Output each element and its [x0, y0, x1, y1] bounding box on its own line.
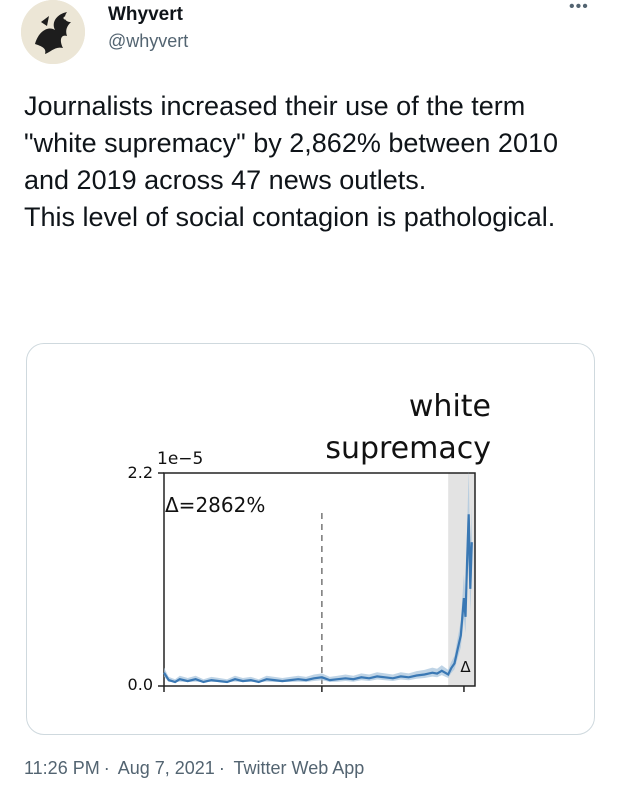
y-scale-label: 1e−5 [157, 449, 203, 469]
tweet-media-image[interactable]: white supremacy 1e−5 2.2 0.0 Δ=2862% Δ [26, 343, 595, 735]
line-chart: white supremacy 1e−5 2.2 0.0 Δ=2862% Δ [128, 389, 491, 694]
author-handle[interactable]: @whyvert [108, 31, 189, 51]
author-avatar[interactable] [21, 0, 85, 64]
tweet-date[interactable]: Aug 7, 2021 [117, 758, 215, 778]
y-tick-label: 2.2 [128, 463, 153, 482]
more-options-icon[interactable]: ••• [569, 0, 589, 15]
series-line [163, 514, 473, 684]
tweet-text-line: Journalists increased their use of the t… [24, 91, 558, 195]
meta-separator: · [218, 758, 225, 778]
plot-frame [163, 472, 476, 687]
delta-annotation: Δ=2862% [165, 493, 265, 517]
tweet-text: Journalists increased their use of the t… [24, 88, 594, 236]
chart-title: white supremacy [325, 389, 491, 466]
y-tick-label: 0.0 [128, 675, 153, 694]
meta-separator: · [103, 758, 110, 778]
author-display-name[interactable]: Whyvert [108, 4, 183, 25]
dragon-icon [21, 0, 85, 64]
tweet-meta: 11:26 PM · Aug 7, 2021 · Twitter Web App [24, 758, 368, 779]
tweet-time[interactable]: 11:26 PM [24, 758, 100, 778]
tweet-text-line: This level of social contagion is pathol… [24, 202, 556, 232]
tweet-source[interactable]: Twitter Web App [233, 758, 365, 778]
shaded-delta-marker: Δ [460, 658, 471, 676]
